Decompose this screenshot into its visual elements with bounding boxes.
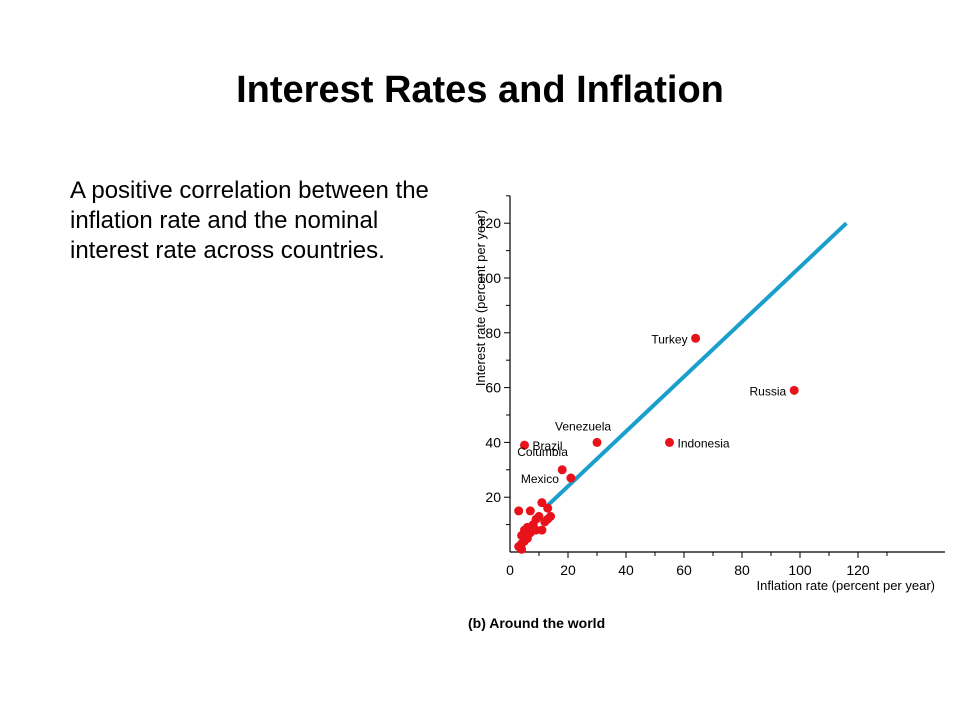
x-tick-label: 60 [676, 562, 692, 578]
point-label-russia: Russia [750, 384, 787, 398]
x-tick-label: 120 [846, 562, 870, 578]
trend-line-layer [543, 221, 848, 510]
y-tick-label: 80 [485, 325, 501, 341]
x-tick-label: 80 [734, 562, 750, 578]
y-tick-label: 60 [485, 380, 501, 396]
data-point-turkey [691, 333, 701, 343]
scatter-chart: 0 20 40 60 80 100 120 20 40 60 80 100 120 Turkey Russ… [460, 180, 950, 640]
data-point-mexico [566, 473, 576, 483]
data-point [537, 498, 547, 508]
data-point-venezuela [592, 437, 602, 447]
x-tick-label: 40 [618, 562, 634, 578]
data-point [531, 514, 541, 524]
data-point-brazil [520, 440, 529, 450]
data-point-indonesia [665, 437, 674, 447]
trend-line [543, 221, 848, 510]
data-point [543, 514, 553, 524]
point-label-turkey: Turkey [651, 332, 687, 346]
chart-caption: (b) Around the world [468, 615, 605, 631]
data-point [525, 506, 535, 516]
data-point [517, 544, 527, 554]
y-axis-label: Interest rate (percent per year) [473, 210, 488, 386]
data-point-columbia [557, 465, 567, 475]
slide-title: Interest Rates and Inflation [236, 69, 724, 111]
chart-svg: 0 20 40 60 80 100 120 20 40 60 80 100 120 Turkey Russ… [468, 195, 945, 631]
y-tick-label: 40 [485, 434, 501, 450]
y-tick-label: 20 [485, 489, 501, 505]
point-label-brazil: Brazil [533, 439, 563, 453]
points-layer [514, 333, 799, 554]
x-axis-label: Inflation rate (percent per year) [757, 578, 935, 593]
x-tick-label: 100 [788, 562, 812, 578]
point-label-venezuela: Venezuela [555, 419, 611, 433]
data-point [514, 506, 524, 516]
point-label-indonesia: Indonesia [678, 436, 730, 450]
x-tick-label: 0 [506, 562, 514, 578]
labels-layer: Turkey Russia Indonesia Venezuela BrazilColu… [517, 332, 786, 486]
data-point [543, 503, 553, 513]
data-point-russia [789, 385, 799, 395]
y-tick-label: 100 [478, 270, 502, 286]
ticks: 0 20 40 60 80 100 120 20 40 60 80 100 120 [478, 195, 888, 578]
y-tick-label: 120 [478, 215, 502, 231]
body-text: A positive correlation between the infla… [70, 177, 429, 264]
data-point [537, 525, 547, 535]
axes [509, 195, 945, 553]
point-label-mexico: Mexico [521, 472, 559, 486]
x-tick-label: 20 [560, 562, 576, 578]
point-label-columbia: Columbia [517, 445, 568, 459]
